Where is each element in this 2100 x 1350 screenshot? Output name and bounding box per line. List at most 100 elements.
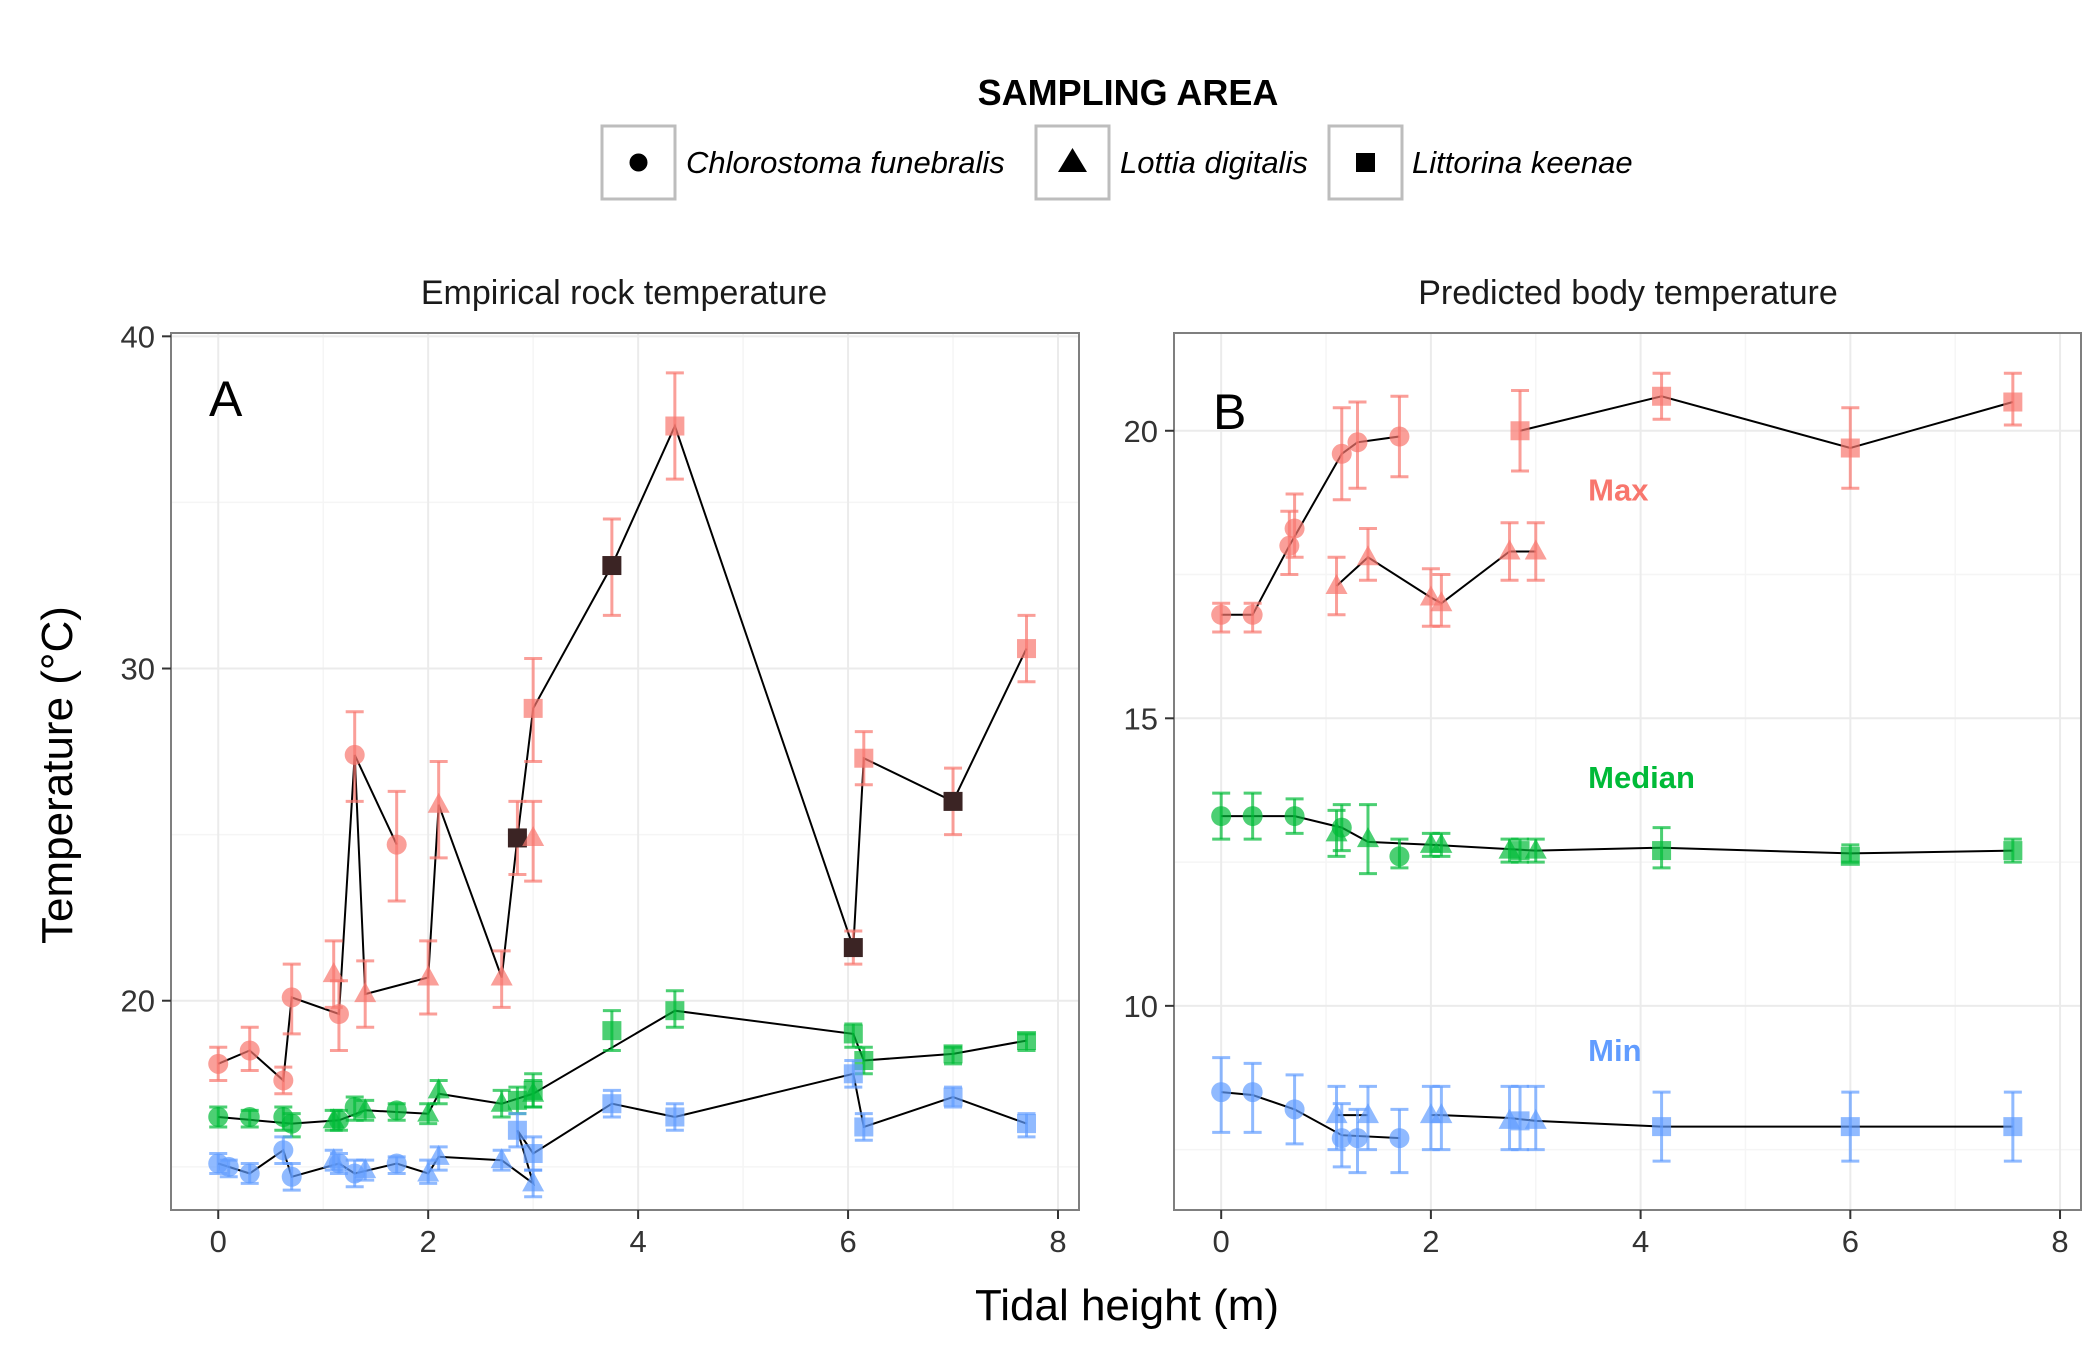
max-data-point — [854, 730, 874, 787]
circle-marker — [1331, 443, 1352, 464]
square-marker — [665, 416, 685, 436]
triangle-marker — [1524, 1108, 1547, 1129]
median-data-point — [1017, 1031, 1037, 1053]
min-data-point — [1331, 1102, 1352, 1169]
median-data-point — [1840, 843, 1860, 866]
y-tick-label: 20 — [121, 984, 155, 1019]
median-data-point — [239, 1106, 260, 1129]
min-data-point — [1430, 1084, 1453, 1152]
panel-a-axes: 0 2 4 6 8 20 30 40 — [121, 319, 1067, 1259]
max-data-point — [507, 799, 527, 876]
panel-b-title: Predicted body temperature — [1418, 274, 1838, 312]
min-data-point — [1017, 1112, 1037, 1139]
square-marker — [943, 791, 963, 811]
median-data-point — [1430, 831, 1453, 858]
min-data-point — [1347, 1107, 1368, 1175]
max-data-point — [239, 1025, 260, 1072]
legend-label: Chlorostoma funebralis — [686, 145, 1005, 180]
y-tick-label: 40 — [121, 319, 155, 354]
max-data-point — [1211, 601, 1232, 634]
triangle-marker — [417, 1161, 440, 1182]
max-data-point — [1331, 406, 1352, 502]
square-marker — [854, 748, 874, 768]
min-data-point — [281, 1161, 302, 1192]
min-data-point — [602, 1088, 622, 1119]
x-tick-label: 2 — [420, 1224, 437, 1259]
legend-item-chlorostoma: Chlorostoma funebralis — [600, 124, 1005, 201]
circle-marker — [239, 1040, 260, 1061]
circle-marker — [1347, 1128, 1368, 1149]
median-data-point — [490, 1088, 513, 1119]
min-data-point — [386, 1153, 407, 1175]
triangle-marker — [522, 1171, 545, 1192]
square-marker — [1840, 1117, 1860, 1137]
min-data-point — [239, 1161, 260, 1185]
circle-marker — [273, 1070, 294, 1091]
min-data-point — [273, 1135, 294, 1165]
triangle-marker — [490, 1091, 513, 1112]
y-tick-label: 15 — [1124, 701, 1158, 736]
x-tick-label: 2 — [1422, 1224, 1439, 1259]
circle-marker — [1211, 1082, 1232, 1103]
min-data-point — [218, 1156, 239, 1179]
max-data-point — [522, 799, 545, 883]
panel-a-grid — [171, 333, 1079, 1210]
square-marker — [1510, 841, 1530, 861]
median-data-point — [1284, 797, 1305, 835]
max-data-point — [602, 517, 622, 617]
square-marker — [2003, 1117, 2023, 1137]
x-tick-label: 0 — [1213, 1224, 1230, 1259]
min-data-point — [523, 1135, 543, 1172]
median-data-point — [665, 989, 685, 1029]
max-data-point — [328, 979, 349, 1053]
square-marker — [665, 1107, 685, 1127]
triangle-marker — [1430, 591, 1453, 612]
max-series-line — [1519, 395, 2014, 450]
x-axis-title: Tidal height (m) — [975, 1281, 1279, 1330]
max-data-point — [386, 789, 407, 903]
min-data-point — [1652, 1090, 1672, 1163]
x-tick-label: 8 — [2051, 1224, 2068, 1259]
triangle-marker — [427, 1144, 450, 1165]
max-data-point — [1389, 394, 1410, 479]
circle-marker — [1284, 1099, 1305, 1120]
median-data-point — [354, 1098, 377, 1122]
square-marker — [1652, 841, 1672, 861]
panel-a: Empirical rock temperature A 0 2 4 6 8 20 30 40 — [121, 274, 1080, 1259]
panel-b-group-labels: Max Median Min — [1588, 472, 1695, 1068]
min-data-point — [1356, 1084, 1379, 1152]
square-marker — [843, 1064, 863, 1084]
square-marker — [1017, 1114, 1037, 1134]
max-data-point — [665, 371, 685, 481]
max-data-point — [354, 959, 377, 1029]
max-data-point — [523, 657, 543, 764]
triangle-marker — [354, 982, 377, 1003]
square-icon — [1356, 153, 1375, 172]
legend-item-lottia: Lottia digitalis — [1034, 124, 1308, 201]
median-data-point — [1524, 837, 1547, 864]
triangle-marker — [490, 1148, 513, 1169]
max-data-point — [1284, 492, 1305, 559]
circle-marker — [208, 1106, 229, 1127]
min-data-point — [843, 1059, 863, 1089]
min-data-point — [2003, 1090, 2023, 1163]
square-marker — [1510, 1111, 1530, 1131]
triangle-marker — [1498, 539, 1521, 560]
max-data-point — [1652, 371, 1672, 421]
triangle-marker — [427, 792, 450, 813]
min-data-point — [1840, 1090, 1860, 1163]
circle-marker — [386, 834, 407, 855]
square-marker — [523, 1144, 543, 1164]
median-data-point — [1356, 803, 1379, 876]
triangle-marker — [427, 1078, 450, 1099]
max-data-point — [843, 929, 863, 966]
square-marker — [1652, 386, 1672, 406]
square-marker — [1652, 1117, 1672, 1137]
panel-a-marks — [208, 371, 1037, 1199]
max-data-point — [208, 1045, 229, 1082]
square-marker — [523, 698, 543, 718]
circle-marker — [1242, 806, 1263, 827]
circle-marker — [1347, 432, 1368, 453]
max-data-point — [273, 1065, 294, 1096]
square-marker — [1840, 846, 1860, 866]
